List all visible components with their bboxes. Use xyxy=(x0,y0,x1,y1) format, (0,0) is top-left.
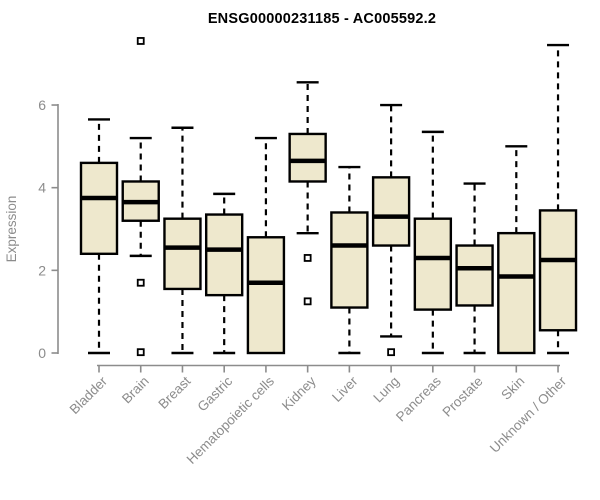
boxplot-lung xyxy=(371,103,411,357)
iqr-box xyxy=(330,211,369,309)
iqr-box xyxy=(163,217,202,291)
x-category-label: Pancreas xyxy=(393,373,444,424)
boxplot-kidney xyxy=(288,81,327,306)
boxplot-hematopoietic-cells xyxy=(246,136,286,355)
x-category-label: Gastric xyxy=(194,373,235,414)
boxplot-breast xyxy=(163,126,202,355)
x-category-label: Brain xyxy=(119,374,152,407)
boxplot-brain xyxy=(121,37,160,357)
outlier-marker xyxy=(387,348,396,357)
x-category-label: Kidney xyxy=(279,373,319,413)
boxplot-unknown-other xyxy=(538,43,578,355)
x-category-label: Prostate xyxy=(440,374,486,420)
boxplot-pancreas xyxy=(413,130,453,355)
x-category-label: Breast xyxy=(155,373,193,411)
x-category-label: Skin xyxy=(498,374,527,403)
x-category-label: Unknown / Other xyxy=(487,373,570,456)
chart-title: ENSG00000231185 - AC005592.2 xyxy=(208,11,436,27)
outlier-marker xyxy=(136,348,145,357)
boxplot-gastric xyxy=(204,192,244,355)
iqr-box xyxy=(538,209,578,332)
iqr-box xyxy=(79,161,119,256)
iqr-box xyxy=(455,244,494,307)
iqr-box xyxy=(413,217,453,311)
iqr-box xyxy=(288,132,327,183)
y-tick-label: 4 xyxy=(38,180,46,196)
outlier-marker xyxy=(303,254,312,262)
boxplot-skin xyxy=(497,145,536,355)
y-tick-label: 6 xyxy=(38,97,46,113)
x-category-label: Bladder xyxy=(67,373,111,417)
x-category-label: Liver xyxy=(329,373,361,405)
boxes-layer xyxy=(79,37,578,357)
iqr-box xyxy=(246,236,286,355)
outlier-marker xyxy=(136,37,145,45)
boxplot-prostate xyxy=(455,182,494,355)
y-axis-label: Expression xyxy=(4,196,19,263)
x-category-label: Lung xyxy=(370,374,402,406)
iqr-box xyxy=(497,231,536,355)
boxplot-bladder xyxy=(79,118,119,355)
boxplot-liver xyxy=(330,165,369,355)
outlier-marker xyxy=(303,297,312,306)
iqr-box xyxy=(371,176,411,247)
iqr-box xyxy=(204,213,244,297)
y-tick-label: 2 xyxy=(38,262,46,278)
outlier-marker xyxy=(136,278,145,287)
y-tick-label: 0 xyxy=(38,345,46,361)
